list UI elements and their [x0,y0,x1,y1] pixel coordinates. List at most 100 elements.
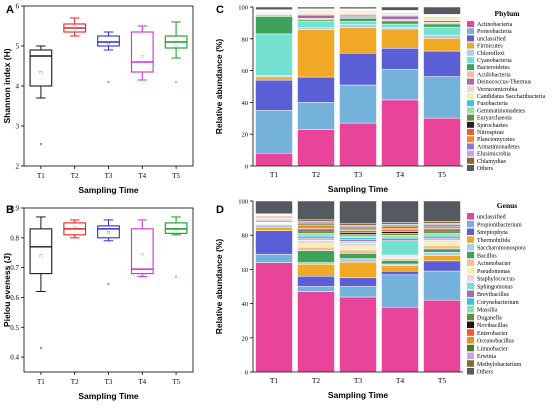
panel-d-legend-swatch [467,244,474,251]
panel-c-legend-swatch [467,114,474,121]
panel-c-bar-segment-firmicutes [297,29,335,78]
panel-d-y-tick-label: 0 [245,370,248,377]
panel-c-bar-segment-cyanobacteria [423,26,461,36]
panel-c-bar-segment-firmicutes [255,76,293,81]
panel-a-x-tick-label: T5 [172,172,180,180]
panel-d-bar-segment-sphingomonas [423,238,461,241]
panel-d-bar-segment-limnobacter [339,226,377,230]
panel-d-legend-swatch [467,275,474,282]
panel-d-legend-label: Oceanobacillus [477,339,515,345]
panel-d-legend-swatch [467,360,474,367]
panel-c-legend-title: Phylum [494,9,520,18]
panel-c-legend-swatch [467,157,474,164]
panel-c-bar-segment-unclassified [339,52,377,86]
panel-d-legend-swatch [467,267,474,274]
panel-d-bar-segment-others [255,200,293,215]
panel-c-bar-segment-proteobacteria [381,68,419,101]
panel-d-bar-segment-oceanobacillus [339,228,377,231]
panel-d-bar-segment-unclassified [255,262,293,373]
panel-c-bar-segment-firmicutes [339,27,377,54]
panel-d-legend-swatch [467,220,474,228]
panel-d-bar-segment-bacillus [423,248,461,253]
panel-a-x-tick-label: T3 [105,172,113,180]
panel-d-bar-segment-corynebacterium [381,236,419,240]
panel-a-mean-marker: □ [39,70,42,76]
panel-b-x-tick-label: T1 [37,378,45,386]
panel-d-bar-segment-methylobacterium [297,219,335,222]
panel-b-y-tick-label: 0.7 [10,264,19,272]
panel-c-bar-segment-actinobacteria [255,153,293,167]
panel-a-box-t1 [29,49,53,87]
panel-d-legend-label: Sphingomonas [477,284,513,290]
panel-d-bar-segment-thermobifida [423,255,461,262]
panel-c-legend-label: Spirochaetes [477,123,508,129]
panel-d-legend-label: Corynebacterium [477,300,519,306]
panel-d-bar-segment-sphingomonas [255,220,293,223]
panel-d-legend-label: Bacillus [477,253,497,259]
panel-d-bar-segment-saccharomonospora [297,262,335,265]
panel-d-x-tick-label: T3 [354,376,363,385]
panel-c-legend-label: Proteobacteria [477,29,512,35]
panel-d-bar-segment-oceanobacillus [297,224,335,229]
panel-b-outlier-marker: × [107,282,110,288]
panel-d-bar-segment-duganella [423,231,461,234]
panel-c-legend-swatch [467,107,474,114]
panel-c-bar-segment-unclassified [297,76,335,103]
panel-d-bar-segment-bacillus [297,250,335,263]
panel-d-legend-swatch [467,213,474,220]
panel-d-legend-label: Enterobacter [477,331,508,337]
panel-c-bar-segment-actinobacteria [381,99,419,167]
panel-c-legend-label: Bacteroidetes [477,65,510,71]
panel-d-bar-segment-erwinia [381,224,419,227]
panel-d-y-tick-label: 60 [242,267,249,274]
panel-c-legend-swatch [467,100,474,107]
panel-d-bar-segment-novibacillus [423,229,461,233]
panel-d-legend-label: unclassified [477,214,506,221]
panel-d-bar-segment-unclassified [423,299,461,373]
panel-c-phylum-stacked-bar: T1 T2 T3 T4 T5 0 20 40 60 80 100 Sampling Time Relat… [214,5,545,195]
panel-d-bar-segment-bacillus [339,253,377,259]
panel-a-outlier-marker: × [39,142,42,148]
panel-d-bar-segment-streptophyta [423,260,461,272]
panel-c-bar-segment-proteobacteria [297,102,335,130]
panel-a-box-t4 [130,31,154,73]
panel-c-bar-segment-firmicutes [423,38,461,52]
panel-a-x-tick-label: T4 [138,172,146,180]
panel-d-bar-segment-sphingomonas [297,238,335,241]
panel-d-bar-segment-methylobacterium [423,221,461,224]
panel-c-legend-label: Others [477,166,494,172]
panel-d-bar-segment-duganella [297,231,335,234]
panel-c-y-tick-label: 0 [245,164,248,171]
panel-d-legend-swatch [467,352,474,360]
panel-label-b: B [6,204,14,216]
panel-c-bar-segment-chloroflexi [339,24,377,29]
panel-a-y-tick-label: 6 [16,3,20,11]
panel-b-box-t3 [97,225,120,239]
panel-c-y-tick-label: 60 [242,68,249,75]
panel-d-bar-segment-pseudomonas [381,256,419,259]
panel-c-y-axis-title: Relative abundance (%) [214,39,224,135]
panel-c-bar-segment-chloroflexi [423,34,461,39]
panel-d-bar-segment-limnobacter [297,222,335,226]
panel-d-bar-segment-streptophyta [297,275,335,287]
panel-c-bar-segment-bacteroidetes [381,20,419,25]
panel-d-bar-segment-methylobacterium [381,222,419,225]
panel-d-legend-swatch [467,306,474,313]
panel-c-y-tick-label: 20 [242,132,249,139]
panel-d-bar-segment-propionibacterium [255,253,293,263]
panel-d-bar-segment-propionibacterium [381,274,419,308]
panel-c-bar-segment-others [339,6,377,9]
panel-b-outlier-marker: × [39,346,42,352]
panel-c-bar-segment-deinococcus-thermus [381,15,419,20]
panel-a-y-tick-label: 2 [16,163,20,171]
panel-d-legend-swatch [467,321,474,329]
panel-c-legend-swatch [467,28,474,35]
panel-d-bar-segment-streptophyta [339,277,377,287]
panel-b-y-tick-label: 0.8 [10,234,19,242]
panel-c-legend-swatch [467,165,474,171]
panel-d-bar-segment-staphylococcus [381,254,419,258]
panel-d-legend-label: Duganella [477,315,502,321]
panel-c-legend-label: Nitrospirae [477,130,504,136]
panel-d-legend-swatch [467,298,474,305]
panel-c-legend-label: Firmicutes [477,44,503,50]
